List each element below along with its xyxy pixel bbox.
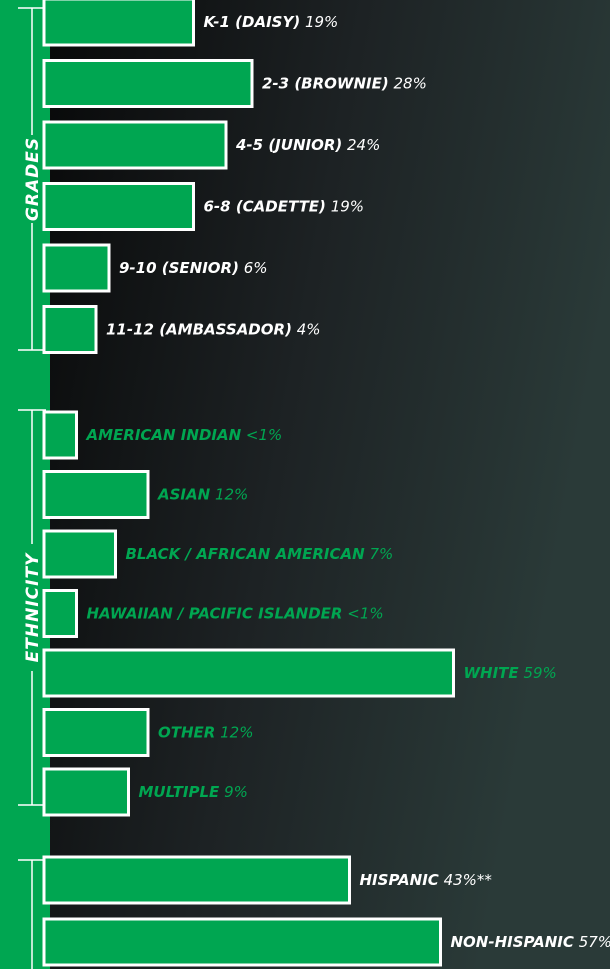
category-label: AMERICAN INDIAN [86, 426, 242, 444]
value-label: 19% [305, 13, 338, 31]
value-label: 6% [244, 259, 268, 277]
value-label: 59% [523, 664, 556, 682]
category-label: 9-10 (SENIOR) [119, 259, 239, 277]
bar [44, 122, 226, 168]
bar-label: NON-HISPANIC 57% [451, 933, 610, 951]
bar [44, 591, 77, 637]
value-label: 9% [224, 783, 248, 801]
bar [44, 472, 148, 518]
category-label: ASIAN [157, 485, 211, 503]
category-label: 2-3 (BROWNIE) [262, 74, 389, 92]
bar [44, 710, 148, 756]
bar-label: K-1 (DAISY) 19% [204, 13, 339, 31]
bar [44, 307, 96, 353]
value-label: <1% [347, 604, 383, 622]
bar [44, 184, 194, 230]
bar-label: AMERICAN INDIAN <1% [86, 426, 283, 444]
bar-label: 9-10 (SENIOR) 6% [119, 259, 268, 277]
value-label: 28% [393, 74, 426, 92]
value-label: 19% [331, 197, 364, 215]
bar [44, 650, 454, 696]
value-label: 4% [297, 320, 321, 338]
bar [44, 245, 109, 291]
value-label: 12% [215, 485, 248, 503]
category-label: HISPANIC [360, 871, 439, 889]
page: {"chart_data":[ {"type":"bar","title":"G… [0, 0, 610, 969]
category-label: 6-8 (CADETTE) [204, 197, 326, 215]
bar [44, 769, 129, 815]
bar-label: MULTIPLE 9% [139, 783, 248, 801]
infographic: GRADES K-1 (DAISY) 19% 2-3 (BROWNIE) 28% 4-… [0, 0, 610, 969]
bar-label: 2-3 (BROWNIE) 28% [262, 74, 427, 92]
category-label: 4-5 (JUNIOR) [235, 136, 342, 154]
category-label: BLACK / AFRICAN AMERICAN [126, 545, 366, 563]
value-label: 57% [579, 933, 610, 951]
category-label: HAWAIIAN / PACIFIC ISLANDER [87, 604, 343, 622]
category-label: 11-12 (AMBASSADOR) [106, 320, 292, 338]
category-label: MULTIPLE [139, 783, 221, 801]
category-label: K-1 (DAISY) [204, 13, 301, 31]
bar-label: HAWAIIAN / PACIFIC ISLANDER <1% [87, 604, 384, 622]
category-label: NON-HISPANIC [451, 933, 574, 951]
bar-label: WHITE 59% [464, 664, 557, 682]
bar-label: BLACK / AFRICAN AMERICAN 7% [126, 545, 394, 563]
value-label: 12% [220, 723, 253, 741]
category-label: WHITE [464, 664, 520, 682]
value-label: 7% [369, 545, 393, 563]
value-label: 43%** [444, 871, 493, 889]
bar [44, 857, 350, 903]
bar-label: HISPANIC 43%** [360, 871, 493, 889]
value-label: 24% [347, 136, 380, 154]
bar [44, 61, 252, 107]
section-label: ETHNICITY [23, 552, 43, 662]
section-label: GRADES [23, 137, 43, 221]
bar-label: 11-12 (AMBASSADOR) 4% [106, 320, 321, 338]
value-label: <1% [246, 426, 282, 444]
category-label: OTHER [158, 723, 215, 741]
bar [44, 0, 194, 45]
bar-label: OTHER 12% [158, 723, 253, 741]
bar [44, 919, 441, 965]
bar [44, 531, 116, 577]
bar [44, 412, 77, 458]
bar-label: 4-5 (JUNIOR) 24% [235, 136, 380, 154]
bar-label: ASIAN 12% [157, 485, 248, 503]
bar-label: 6-8 (CADETTE) 19% [204, 197, 365, 215]
